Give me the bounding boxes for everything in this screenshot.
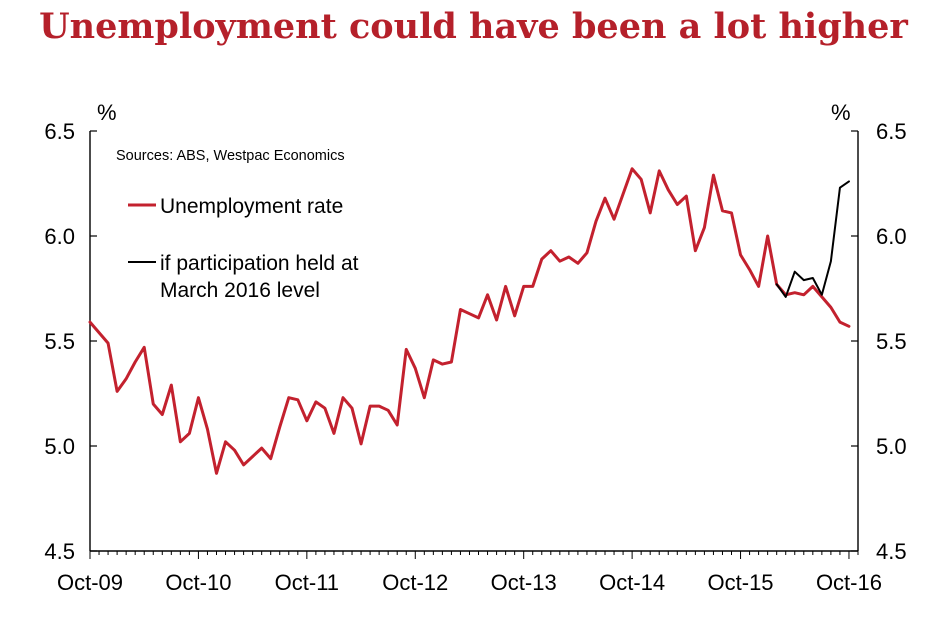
x-tick-label: Oct-11 <box>275 570 339 595</box>
x-tick-label: Oct-09 <box>57 570 123 595</box>
y-tick-label-left: 5.0 <box>44 434 75 459</box>
x-tick-label: Oct-13 <box>491 570 557 595</box>
y-unit-left: % <box>97 100 117 125</box>
axes <box>89 131 859 552</box>
legend-label-line: March 2016 level <box>160 279 320 302</box>
y-tick-label-right: 6.0 <box>876 224 907 249</box>
series-participation-held <box>775 180 850 298</box>
y-tick-label-right: 6.5 <box>876 119 907 144</box>
source-note: Sources: ABS, Westpac Economics <box>116 148 345 164</box>
tick-marks <box>89 130 859 559</box>
tick-labels: 4.5 4.5 5.0 5.0 5.5 5.5 6.0 6.0 6.5 6.5 Oct-09 Oct-… <box>44 100 906 595</box>
legend-label-participation-held: if participation held at March 2016 level <box>160 252 359 302</box>
chart-title: Unemployment could have been a lot highe… <box>39 6 908 47</box>
y-unit-right: % <box>831 100 851 125</box>
legend-label-unemployment-rate: Unemployment rate <box>160 195 343 218</box>
y-tick-label-left: 6.0 <box>44 224 75 249</box>
y-tick-label-left: 5.5 <box>44 329 75 354</box>
x-tick-label: Oct-14 <box>599 570 665 595</box>
x-tick-label: Oct-15 <box>708 570 774 595</box>
legend: Unemployment rate if participation held a… <box>128 195 359 302</box>
x-tick-label: Oct-12 <box>382 570 448 595</box>
y-tick-label-right: 4.5 <box>876 539 907 564</box>
y-tick-label-left: 4.5 <box>44 539 75 564</box>
x-tick-label: Oct-16 <box>816 570 882 595</box>
legend-label-line: if participation held at <box>160 252 359 275</box>
y-tick-label-right: 5.0 <box>876 434 907 459</box>
y-tick-label-left: 6.5 <box>44 119 75 144</box>
x-tick-label: Oct-10 <box>165 570 231 595</box>
y-tick-label-right: 5.5 <box>876 329 907 354</box>
series-layer <box>88 167 851 475</box>
series-unemployment-rate <box>88 167 851 475</box>
